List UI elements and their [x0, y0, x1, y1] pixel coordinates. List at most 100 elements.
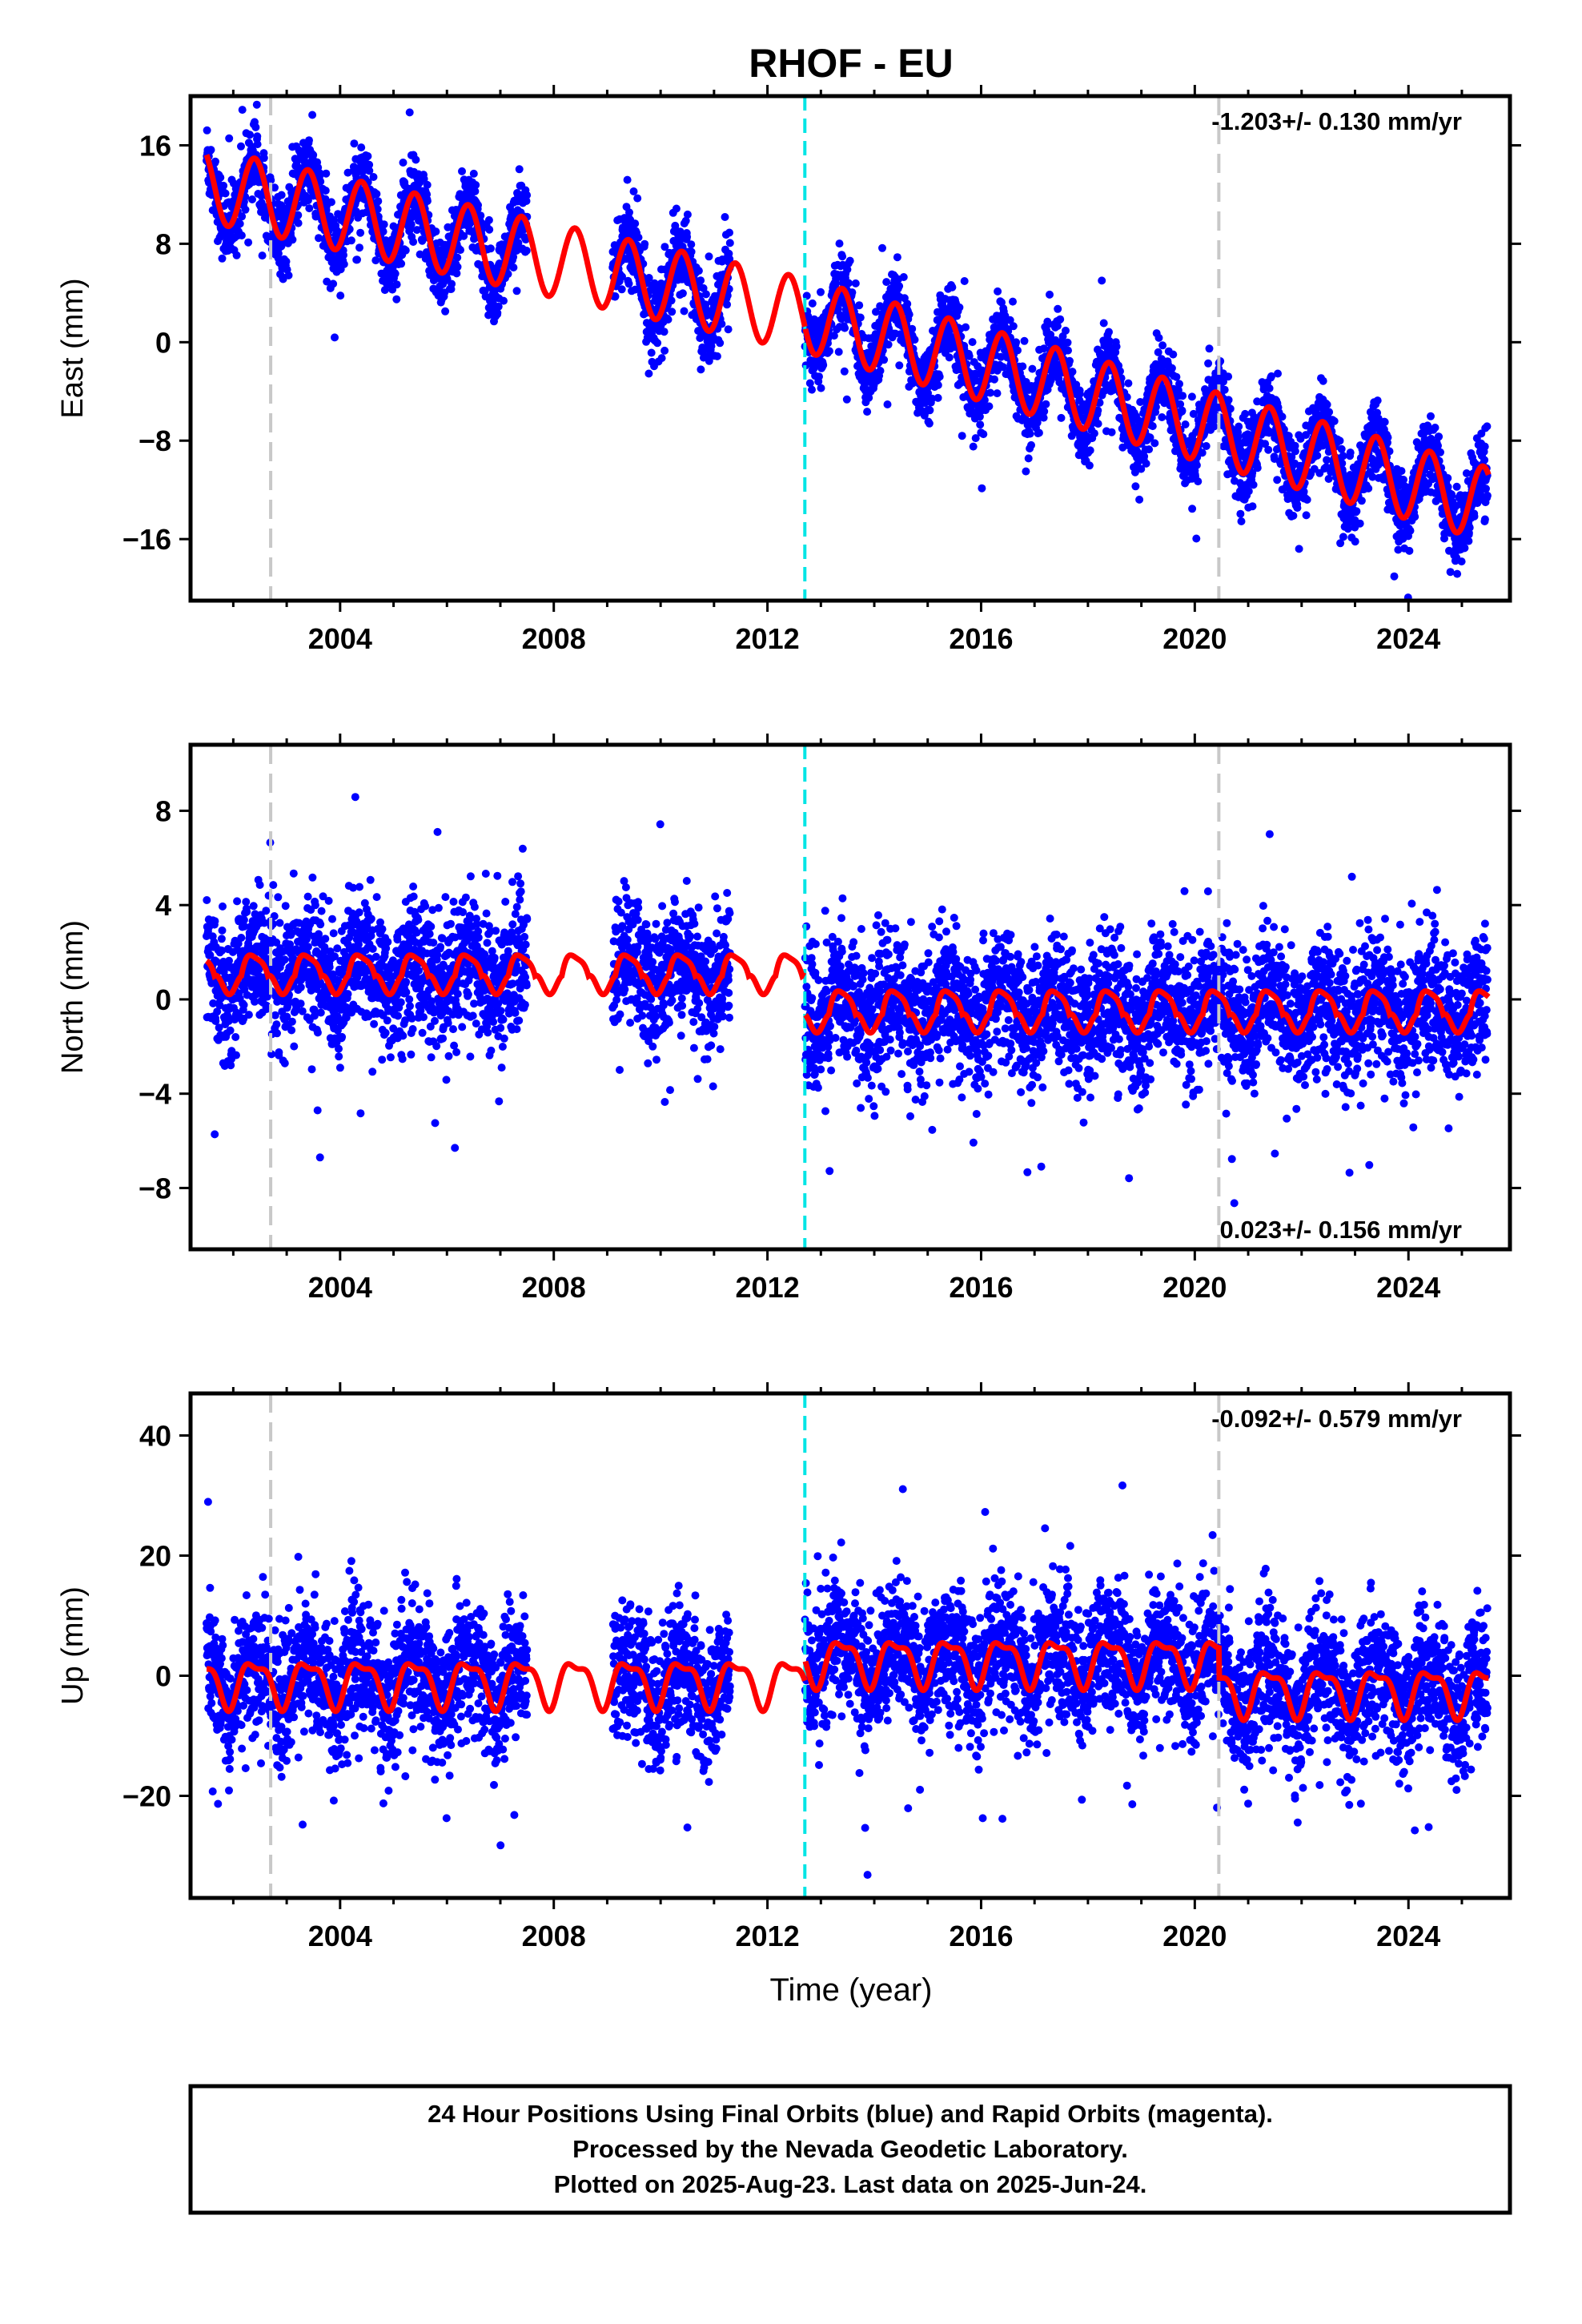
- data-point: [486, 244, 495, 253]
- data-point: [252, 100, 261, 109]
- data-point: [1205, 344, 1214, 353]
- data-point: [504, 270, 512, 279]
- data-point: [1024, 454, 1033, 463]
- data-point: [305, 136, 313, 145]
- data-point: [379, 220, 388, 229]
- data-point: [986, 388, 994, 397]
- data-point: [237, 231, 246, 239]
- data-point: [624, 279, 633, 288]
- data-point: [1325, 408, 1334, 416]
- data-point: [458, 167, 466, 175]
- data-point: [1020, 336, 1029, 345]
- data-point: [1431, 424, 1439, 432]
- data-point: [882, 278, 891, 287]
- data-point: [1249, 480, 1258, 489]
- data-point: [978, 484, 986, 493]
- data-point: [851, 279, 860, 287]
- data-point: [471, 187, 480, 195]
- data-point: [309, 151, 318, 159]
- data-point: [855, 301, 864, 310]
- data-point: [935, 372, 944, 381]
- data-point: [365, 167, 374, 175]
- data-point: [1042, 400, 1050, 408]
- data-point: [237, 142, 245, 151]
- data-point: [1293, 504, 1302, 513]
- data-point: [241, 205, 250, 214]
- data-point: [1040, 407, 1049, 416]
- data-point: [1453, 569, 1462, 578]
- data-point: [1357, 497, 1366, 505]
- data-point: [1435, 432, 1443, 441]
- data-point: [456, 246, 464, 255]
- data-point: [926, 406, 934, 415]
- east-plot-area: [203, 96, 1492, 601]
- data-point: [680, 307, 689, 316]
- data-point: [1339, 533, 1347, 541]
- data-point: [955, 303, 964, 312]
- data-point: [1253, 464, 1262, 472]
- data-point: [1172, 372, 1181, 381]
- data-point: [656, 279, 665, 287]
- data-point: [1224, 372, 1233, 381]
- data-point: [623, 175, 632, 184]
- data-point: [469, 169, 478, 178]
- data-point: [259, 154, 268, 163]
- data-point: [618, 272, 626, 281]
- data-point: [1178, 392, 1187, 400]
- data-point: [409, 238, 418, 246]
- data-point: [819, 360, 828, 369]
- data-point: [219, 181, 228, 190]
- data-point: [365, 160, 374, 169]
- data-point: [1278, 412, 1287, 421]
- data-point: [893, 253, 901, 262]
- data-point: [993, 389, 1002, 398]
- data-point: [1411, 513, 1419, 521]
- data-point: [412, 226, 421, 235]
- data-point: [1154, 333, 1163, 342]
- data-point: [1364, 484, 1373, 493]
- data-point: [1094, 420, 1102, 428]
- data-point: [841, 324, 849, 332]
- data-point: [329, 279, 338, 288]
- data-point: [962, 323, 970, 332]
- data-point: [724, 325, 733, 334]
- figure-title: RHOF - EU: [749, 41, 954, 86]
- data-point: [308, 111, 317, 119]
- data-point: [392, 280, 401, 289]
- data-point: [225, 134, 234, 143]
- data-point: [667, 296, 676, 305]
- data-point: [347, 236, 355, 245]
- data-point: [834, 348, 843, 356]
- data-point: [681, 216, 690, 225]
- data-point: [910, 336, 919, 344]
- data-point: [808, 299, 817, 308]
- data-point: [522, 247, 531, 255]
- data-point: [1068, 368, 1077, 376]
- data-point: [1188, 505, 1197, 513]
- data-point: [1018, 362, 1027, 371]
- data-point: [203, 126, 211, 135]
- data-point: [1302, 511, 1311, 520]
- data-point: [1443, 474, 1452, 482]
- data-point: [1181, 420, 1190, 428]
- data-point: [694, 267, 703, 275]
- data-point: [1075, 389, 1084, 398]
- data-point: [453, 263, 462, 271]
- data-point: [353, 255, 361, 264]
- data-point: [1220, 385, 1229, 394]
- data-point: [485, 225, 494, 234]
- data-point: [687, 240, 696, 249]
- data-point: [845, 279, 853, 287]
- data-point: [1226, 404, 1235, 413]
- data-point: [611, 292, 620, 300]
- data-point: [1175, 380, 1183, 388]
- data-point: [948, 283, 957, 292]
- data-point: [315, 169, 324, 178]
- data-point: [1457, 557, 1466, 566]
- data-point: [1330, 416, 1339, 425]
- data-point: [631, 219, 640, 228]
- data-point: [294, 219, 303, 227]
- data-point: [817, 384, 825, 392]
